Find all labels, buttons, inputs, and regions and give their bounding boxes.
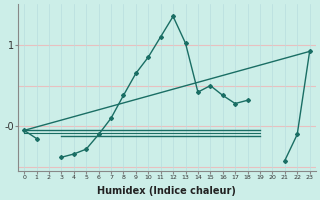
X-axis label: Humidex (Indice chaleur): Humidex (Indice chaleur) (98, 186, 236, 196)
